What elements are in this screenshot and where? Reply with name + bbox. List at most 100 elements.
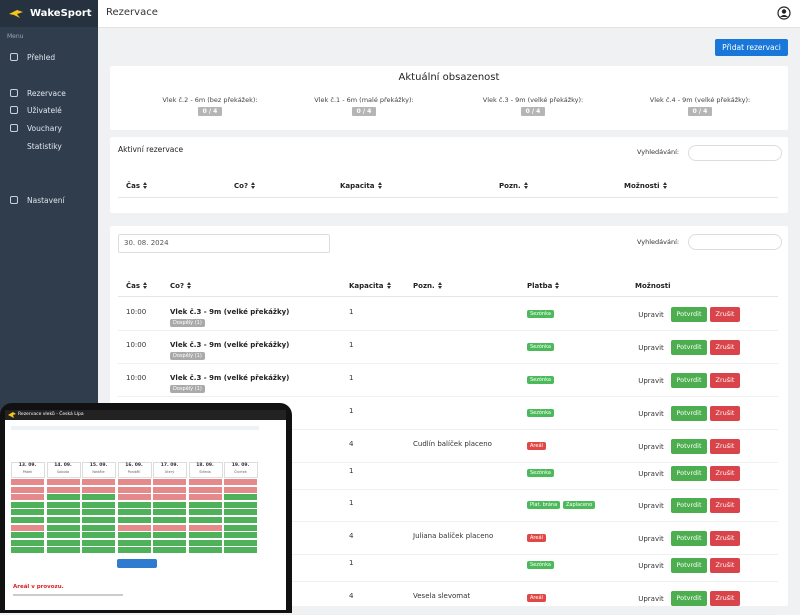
tablet-slot[interactable] [153,479,186,485]
tablet-slot[interactable] [224,494,257,501]
column-header[interactable]: Možnosti [624,182,667,190]
tablet-slot[interactable] [153,509,186,516]
tablet-slot[interactable] [188,494,222,501]
confirm-button[interactable]: Potvrdit [671,439,707,454]
sidebar-item[interactable]: Vouchary [0,121,98,135]
tablet-slot[interactable] [117,479,151,485]
tablet-slot[interactable] [224,517,257,523]
tablet-slot[interactable] [153,486,186,493]
tablet-slot[interactable] [224,524,257,531]
tablet-slot[interactable] [224,547,257,554]
tablet-slot[interactable] [11,494,44,501]
tablet-slot[interactable] [11,524,44,531]
tablet-slot[interactable] [224,486,257,493]
tablet-slot[interactable] [224,501,257,508]
sidebar-item[interactable]: Nastavení [0,193,98,207]
cancel-button[interactable]: Zrušit [710,498,740,513]
tablet-slot[interactable] [46,494,80,501]
edit-button[interactable]: Upravit [638,562,664,570]
tablet-slot[interactable] [224,479,257,485]
cancel-button[interactable]: Zrušit [710,340,740,355]
confirm-button[interactable]: Potvrdit [671,531,707,546]
column-header[interactable]: Pozn. [499,182,528,190]
tablet-slot[interactable] [46,479,80,485]
column-header[interactable]: Pozn. [413,282,442,290]
column-header[interactable]: Čas [126,182,148,190]
tablet-slot[interactable] [46,539,80,546]
sort-icon[interactable] [523,182,528,189]
column-header[interactable]: Platba [527,282,560,290]
tablet-slot[interactable] [82,479,115,485]
confirm-button[interactable]: Potvrdit [671,340,707,355]
tablet-slot[interactable] [117,517,151,523]
tablet-slot[interactable] [46,517,80,523]
tablet-slot[interactable] [188,509,222,516]
tablet-slot[interactable] [153,539,186,546]
tablet-slot[interactable] [82,532,115,539]
tablet-slot[interactable] [11,539,44,546]
tablet-slot[interactable] [82,517,115,523]
tablet-slot[interactable] [188,547,222,554]
cancel-button[interactable]: Zrušit [710,307,740,322]
search-input[interactable] [688,145,782,161]
tablet-slot[interactable] [82,501,115,508]
sort-icon[interactable] [143,282,148,289]
confirm-button[interactable]: Potvrdit [671,498,707,513]
tablet-slot[interactable] [153,547,186,554]
tablet-slot[interactable] [82,539,115,546]
column-header[interactable]: Co? [234,182,256,190]
confirm-button[interactable]: Potvrdit [671,466,707,481]
sort-icon[interactable] [187,282,192,289]
tablet-slot[interactable] [46,509,80,516]
cancel-button[interactable]: Zrušit [710,531,740,546]
tablet-slot[interactable] [11,517,44,523]
confirm-button[interactable]: Potvrdit [671,373,707,388]
cancel-button[interactable]: Zrušit [710,591,740,606]
edit-button[interactable]: Upravit [638,410,664,418]
tablet-slot[interactable] [117,509,151,516]
tablet-slot[interactable] [188,486,222,493]
search-input[interactable] [688,234,782,250]
tablet-slot[interactable] [224,532,257,539]
tablet-slot[interactable] [82,509,115,516]
tablet-slot[interactable] [117,524,151,531]
user-avatar[interactable] [777,6,791,20]
tablet-slot[interactable] [188,501,222,508]
sort-icon[interactable] [251,182,256,189]
date-input[interactable] [118,234,330,253]
tablet-slot[interactable] [153,501,186,508]
sort-icon[interactable] [377,182,382,189]
cancel-button[interactable]: Zrušit [710,466,740,481]
sidebar-item[interactable]: Uživatelé [0,103,98,117]
tablet-slot[interactable] [224,509,257,516]
tablet-slot[interactable] [11,509,44,516]
tablet-slot[interactable] [11,501,44,508]
tablet-slot[interactable] [117,532,151,539]
column-header[interactable]: Možnosti [635,282,671,290]
column-header[interactable]: Čas [126,282,148,290]
tablet-slot[interactable] [224,539,257,546]
sidebar-item[interactable]: Rezervace [0,86,98,100]
edit-button[interactable]: Upravit [638,344,664,352]
tablet-slot[interactable] [46,486,80,493]
tablet-slot[interactable] [117,547,151,554]
tablet-slot[interactable] [188,524,222,531]
tablet-slot[interactable] [188,539,222,546]
tablet-slot[interactable] [153,524,186,531]
edit-button[interactable]: Upravit [638,443,664,451]
tablet-slot[interactable] [46,547,80,554]
tablet-slot[interactable] [82,494,115,501]
confirm-button[interactable]: Potvrdit [671,591,707,606]
cancel-button[interactable]: Zrušit [710,373,740,388]
edit-button[interactable]: Upravit [638,470,664,478]
sort-icon[interactable] [555,282,560,289]
tablet-slot[interactable] [11,486,44,493]
sidebar-item[interactable]: Přehled [0,50,98,64]
add-reservation-button[interactable]: Přidat rezervaci [715,39,788,56]
tablet-slot[interactable] [153,494,186,501]
tablet-slot[interactable] [11,532,44,539]
sort-icon[interactable] [143,182,148,189]
tablet-slot[interactable] [82,524,115,531]
tablet-slot[interactable] [188,532,222,539]
tablet-slot[interactable] [117,539,151,546]
